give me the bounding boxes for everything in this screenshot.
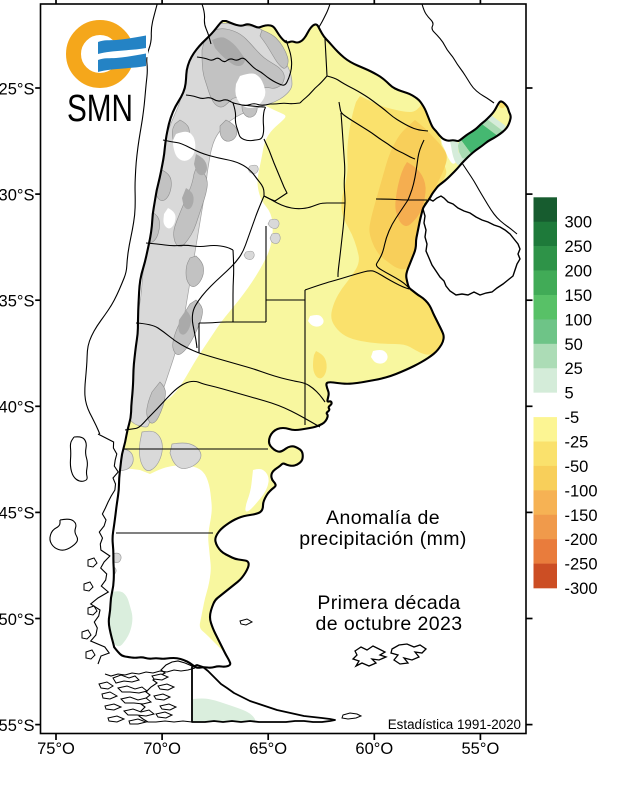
svg-text:-50: -50 xyxy=(565,458,589,476)
svg-text:100: 100 xyxy=(565,311,593,329)
svg-text:-150: -150 xyxy=(565,507,598,525)
svg-text:65°O: 65°O xyxy=(249,740,287,758)
svg-text:50: 50 xyxy=(565,336,583,354)
svg-text:-25: -25 xyxy=(565,434,589,452)
svg-text:25: 25 xyxy=(565,360,583,378)
svg-text:50°S: 50°S xyxy=(0,611,35,629)
svg-text:-5: -5 xyxy=(565,409,580,427)
svg-text:40°S: 40°S xyxy=(0,399,35,417)
svg-text:55°S: 55°S xyxy=(0,717,35,735)
svg-text:precipitación (mm): precipitación (mm) xyxy=(299,528,467,550)
svg-text:75°O: 75°O xyxy=(37,740,75,758)
svg-text:200: 200 xyxy=(565,263,593,281)
svg-text:60°O: 60°O xyxy=(355,740,393,758)
svg-text:Anomalía de: Anomalía de xyxy=(326,507,440,529)
svg-text:-100: -100 xyxy=(565,482,598,500)
svg-text:70°O: 70°O xyxy=(143,740,181,758)
svg-text:35°S: 35°S xyxy=(0,293,35,311)
svg-text:300: 300 xyxy=(565,214,593,232)
svg-text:-200: -200 xyxy=(565,531,598,549)
svg-text:de octubre 2023: de octubre 2023 xyxy=(316,613,463,635)
svg-text:5: 5 xyxy=(565,385,574,403)
svg-text:55°O: 55°O xyxy=(462,740,500,758)
svg-text:250: 250 xyxy=(565,238,593,256)
svg-text:25°S: 25°S xyxy=(0,80,35,98)
svg-text:-300: -300 xyxy=(565,580,598,598)
svg-text:30°S: 30°S xyxy=(0,186,35,204)
svg-text:SMN: SMN xyxy=(67,88,133,130)
svg-text:150: 150 xyxy=(565,287,593,305)
svg-text:Estadística 1991-2020: Estadística 1991-2020 xyxy=(388,717,521,732)
svg-text:45°S: 45°S xyxy=(0,505,35,523)
svg-text:Primera década: Primera década xyxy=(317,592,460,614)
svg-text:-250: -250 xyxy=(565,556,598,574)
